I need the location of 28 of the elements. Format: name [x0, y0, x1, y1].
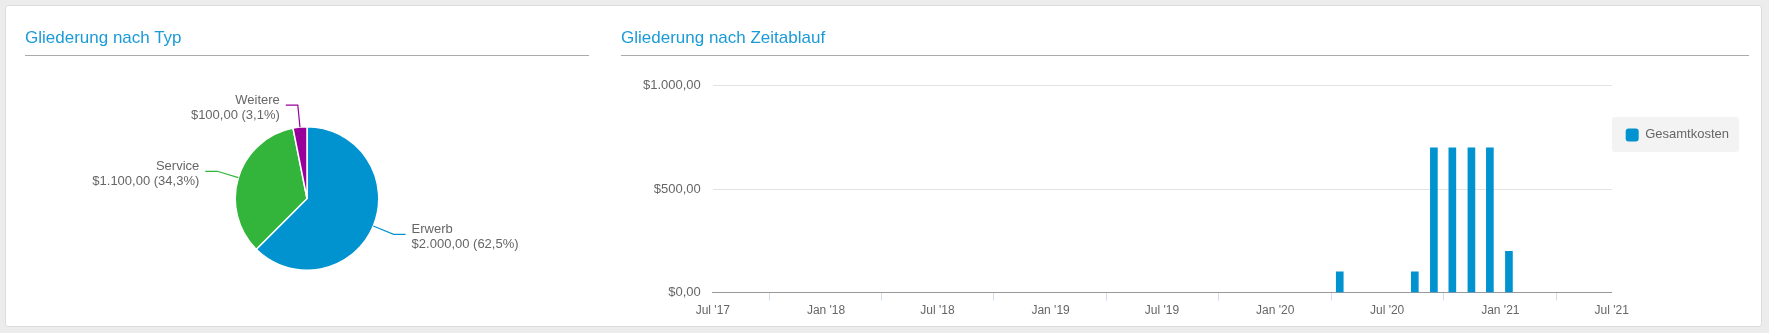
- data-label: $1.100,00 (34,3%): [92, 173, 200, 189]
- x-tick-label: Jan '18: [806, 303, 846, 318]
- x-tick-label: Jul '19: [1144, 303, 1180, 318]
- data-label: $2.000,00 (62,5%): [411, 236, 519, 252]
- x-tick-label: Jan '19: [1031, 303, 1071, 318]
- y-tick-label: $0,00: [668, 284, 701, 300]
- bar: [1430, 147, 1438, 293]
- data-label: $100,00 (3,1%): [190, 107, 280, 123]
- bar: [1410, 271, 1419, 293]
- slice-label: Weitere: [235, 92, 280, 108]
- bar: [1505, 250, 1513, 293]
- slice-label: Erwerb: [411, 221, 453, 237]
- x-tick-label: Jul '21: [1594, 303, 1630, 318]
- bar: [1335, 271, 1344, 293]
- chart-title: Gliederung nach Zeitablauf: [621, 28, 826, 48]
- bar: [1467, 147, 1476, 293]
- chart-title: Gliederung nach Typ: [25, 28, 182, 48]
- legend-label: Gesamtkosten: [1645, 126, 1730, 142]
- bar: [1486, 147, 1494, 293]
- x-tick-label: Jul '20: [1369, 303, 1405, 318]
- x-tick-label: Jul '18: [920, 303, 955, 318]
- bar: [1448, 147, 1457, 293]
- x-tick-label: Jul '17: [695, 303, 731, 318]
- y-tick-label: $1.000,00: [642, 77, 701, 93]
- slice-label: Service: [155, 158, 200, 174]
- x-tick-label: Jan '21: [1481, 303, 1520, 318]
- x-tick-label: Jan '20: [1255, 303, 1295, 318]
- y-tick-label: $500,00: [653, 180, 701, 196]
